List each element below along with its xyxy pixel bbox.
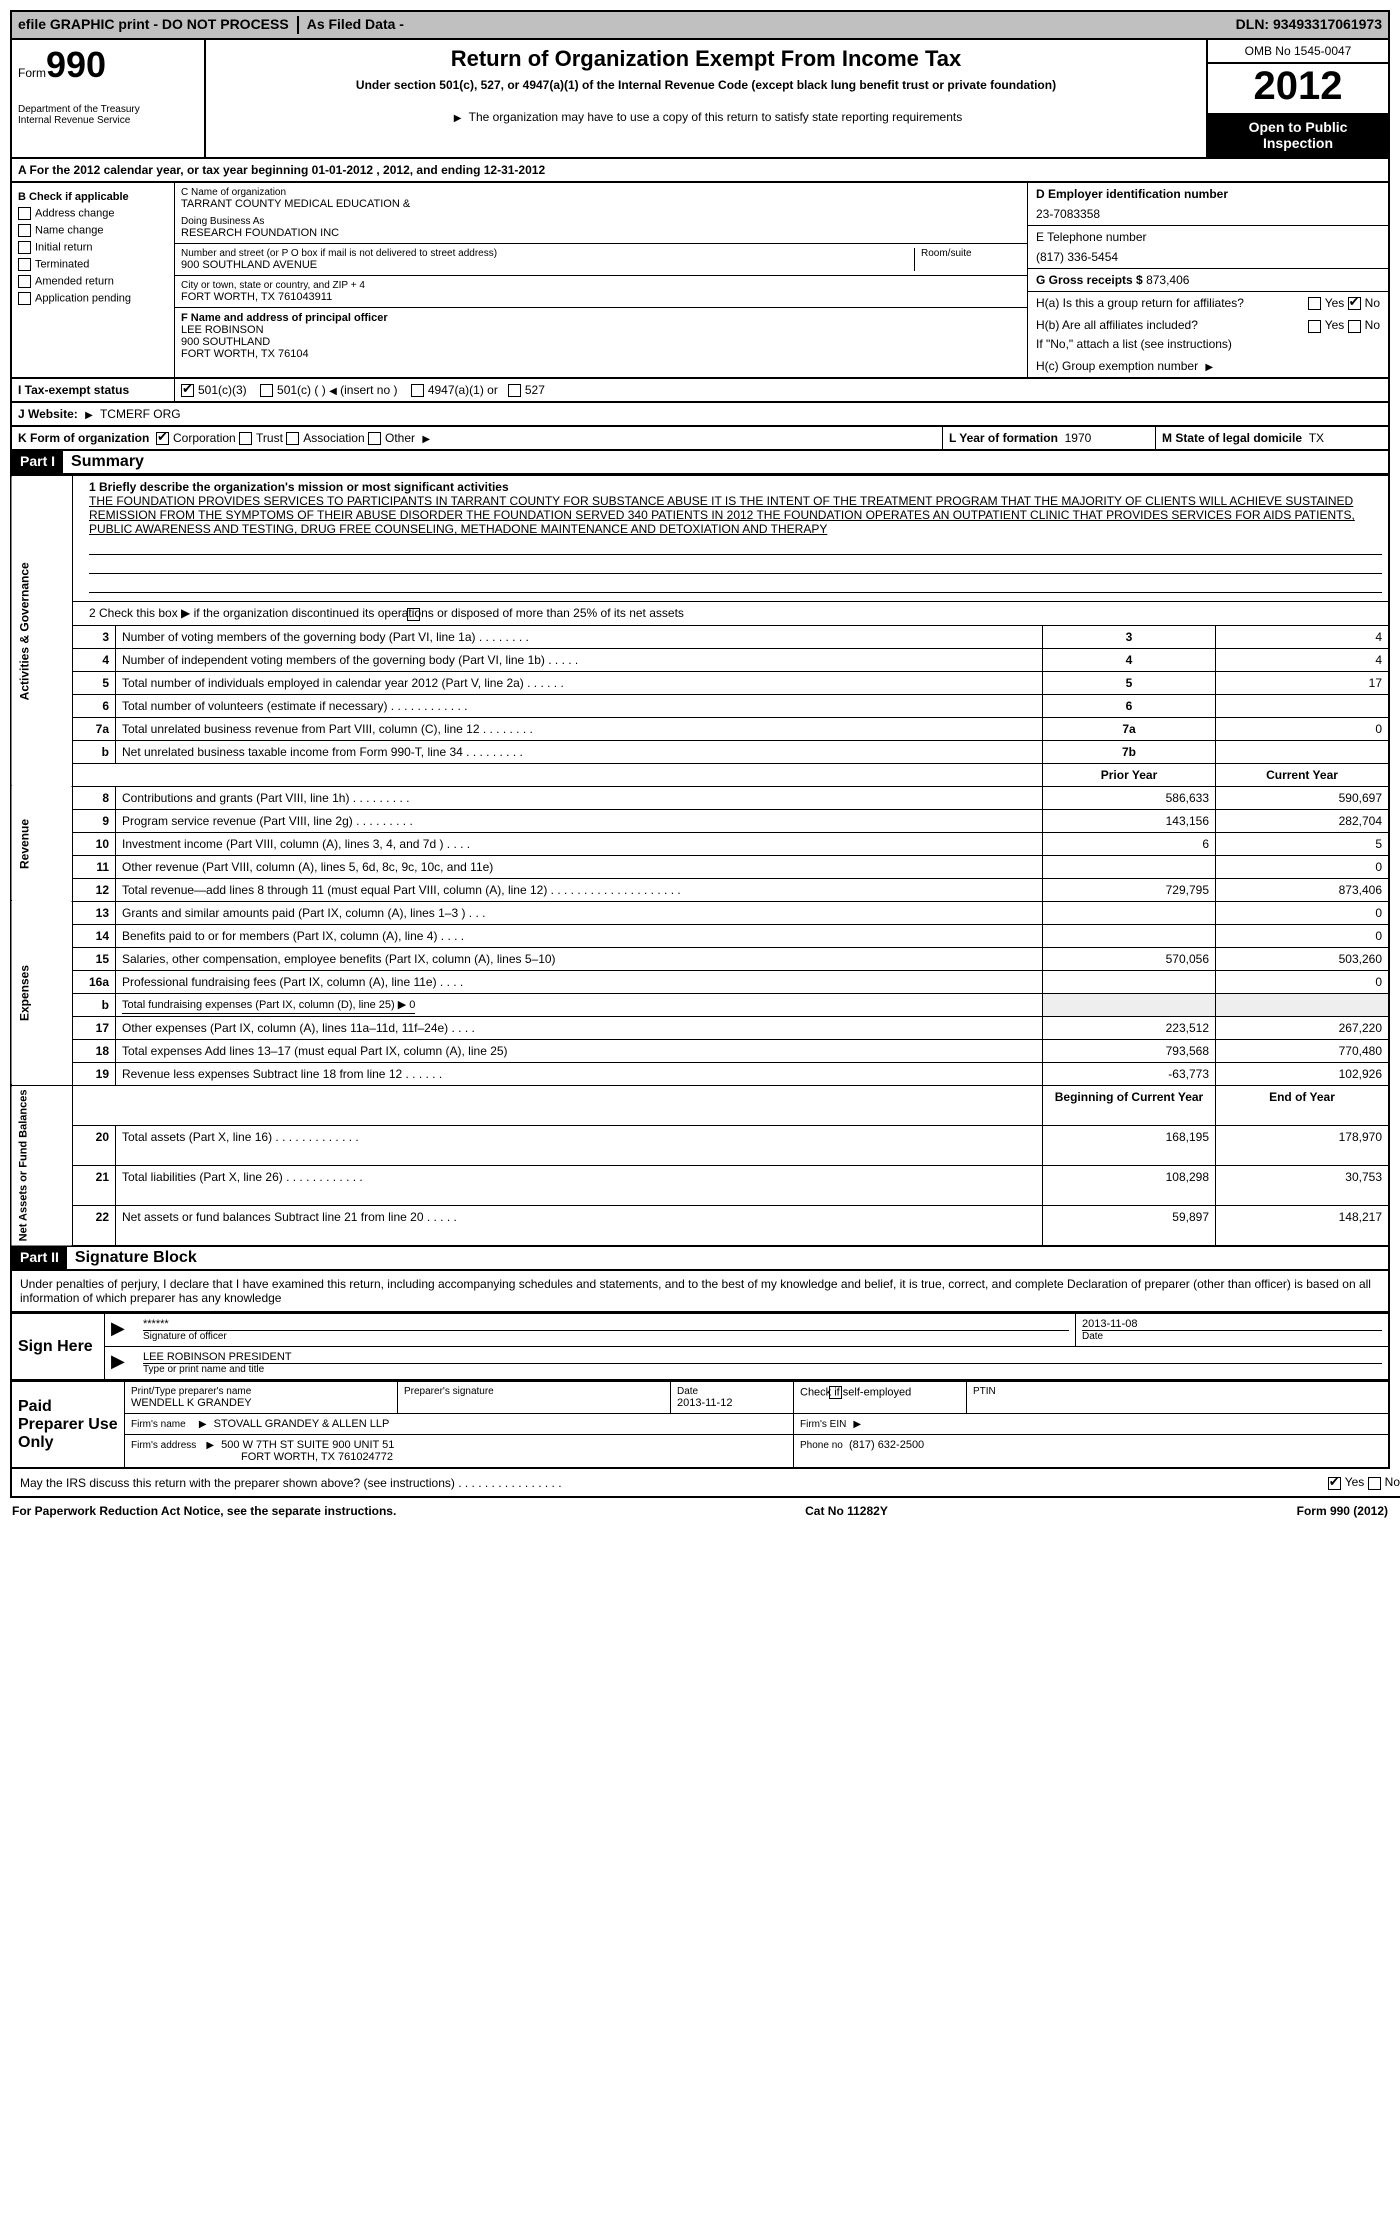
checkbox-501c3[interactable]: [181, 384, 194, 397]
summary-table: Activities & Governance 1 Briefly descri…: [10, 475, 1390, 1247]
checkbox-4947[interactable]: [411, 384, 424, 397]
column-d-identifiers: D Employer identification number 23-7083…: [1027, 183, 1388, 377]
checkbox-self-employed[interactable]: [829, 1386, 842, 1399]
checkbox-discuss-yes[interactable]: [1328, 1477, 1341, 1490]
sign-here-block: Sign Here ▶ ****** Signature of officer …: [10, 1313, 1390, 1381]
ein-value: 23-7083358: [1036, 207, 1380, 221]
row-j-website: J Website: TCMERF ORG: [10, 403, 1390, 427]
dln-group: DLN: 93493317061973: [1236, 16, 1382, 34]
row-i-tax-status: I Tax-exempt status 501(c)(3) 501(c) ( )…: [10, 379, 1390, 403]
officer-name: LEE ROBINSON: [181, 324, 1021, 336]
checkbox-discontinued[interactable]: [407, 608, 420, 621]
side-expenses: Expenses: [11, 901, 73, 1085]
checkbox-trust[interactable]: [239, 432, 252, 445]
checkbox-initial-return[interactable]: [18, 241, 31, 254]
mission-text: THE FOUNDATION PROVIDES SERVICES TO PART…: [89, 494, 1355, 536]
preparer-name: WENDELL K GRANDEY: [131, 1397, 391, 1409]
perjury-statement: Under penalties of perjury, I declare th…: [10, 1271, 1390, 1313]
arrow-icon: [450, 110, 466, 124]
form-title: Return of Organization Exempt From Incom…: [212, 46, 1200, 72]
tax-year: 2012: [1208, 64, 1388, 113]
discuss-row: May the IRS discuss this return with the…: [10, 1469, 1400, 1497]
checkbox-amended[interactable]: [18, 275, 31, 288]
gross-receipts: 873,406: [1146, 273, 1189, 287]
column-b-checkboxes: B Check if applicable Address change Nam…: [12, 183, 175, 377]
row-a-tax-year: A For the 2012 calendar year, or tax yea…: [10, 159, 1390, 183]
checkbox-527[interactable]: [508, 384, 521, 397]
checkbox-other[interactable]: [368, 432, 381, 445]
dba-name: RESEARCH FOUNDATION INC: [181, 227, 1021, 239]
side-revenue: Revenue: [11, 786, 73, 901]
header-right: OMB No 1545-0047 2012 Open to Public Ins…: [1206, 40, 1388, 157]
checkbox-affiliates-no[interactable]: [1348, 320, 1361, 333]
checkbox-501c[interactable]: [260, 384, 273, 397]
officer-printed-name: LEE ROBINSON PRESIDENT: [143, 1351, 1382, 1363]
arrow-icon: [1201, 359, 1217, 373]
checkbox-group-no[interactable]: [1348, 297, 1361, 310]
checkbox-discuss-no[interactable]: [1368, 1477, 1381, 1490]
checkbox-group-yes[interactable]: [1308, 297, 1321, 310]
omb-number: OMB No 1545-0047: [1208, 40, 1388, 64]
open-to-public: Open to Public Inspection: [1208, 113, 1388, 157]
org-name: TARRANT COUNTY MEDICAL EDUCATION &: [181, 198, 1021, 210]
efile-top-bar: efile GRAPHIC print - DO NOT PROCESS As …: [10, 10, 1390, 40]
preparer-phone: (817) 632-2500: [849, 1439, 924, 1451]
section-bcd: B Check if applicable Address change Nam…: [10, 183, 1390, 379]
checkbox-name-change[interactable]: [18, 224, 31, 237]
as-filed-label: As Filed Data -: [307, 16, 404, 34]
part-i-header: Part I Summary: [10, 451, 1390, 475]
separator: [297, 16, 299, 34]
city-state-zip: FORT WORTH, TX 761043911: [181, 291, 1021, 303]
phone-value: (817) 336-5454: [1036, 250, 1380, 264]
header-center: Return of Organization Exempt From Incom…: [206, 40, 1206, 157]
checkbox-address-change[interactable]: [18, 207, 31, 220]
column-c-org-info: C Name of organization TARRANT COUNTY ME…: [175, 183, 1027, 377]
checkbox-assoc[interactable]: [286, 432, 299, 445]
row-k-form-org: K Form of organization Corporation Trust…: [10, 427, 1390, 451]
website-value: TCMERF ORG: [100, 407, 181, 421]
form-header: Form990 Department of the Treasury Inter…: [10, 40, 1390, 159]
paid-preparer-block: Paid Preparer Use Only Print/Type prepar…: [10, 1381, 1390, 1469]
checkbox-corp[interactable]: [156, 432, 169, 445]
firm-name: STOVALL GRANDEY & ALLEN LLP: [214, 1418, 390, 1430]
checkbox-affiliates-yes[interactable]: [1308, 320, 1321, 333]
header-left: Form990 Department of the Treasury Inter…: [12, 40, 206, 157]
checkbox-terminated[interactable]: [18, 258, 31, 271]
arrow-icon: [81, 407, 97, 421]
side-net-assets: Net Assets or Fund Balances: [11, 1085, 73, 1246]
side-activities-governance: Activities & Governance: [11, 476, 73, 786]
arrow-icon: [418, 431, 434, 445]
checkbox-pending[interactable]: [18, 292, 31, 305]
efile-label: efile GRAPHIC print - DO NOT PROCESS: [18, 16, 289, 34]
page-footer: For Paperwork Reduction Act Notice, see …: [10, 1498, 1390, 1524]
part-ii-header: Part II Signature Block: [10, 1247, 1390, 1271]
street-address: 900 SOUTHLAND AVENUE: [181, 259, 914, 271]
